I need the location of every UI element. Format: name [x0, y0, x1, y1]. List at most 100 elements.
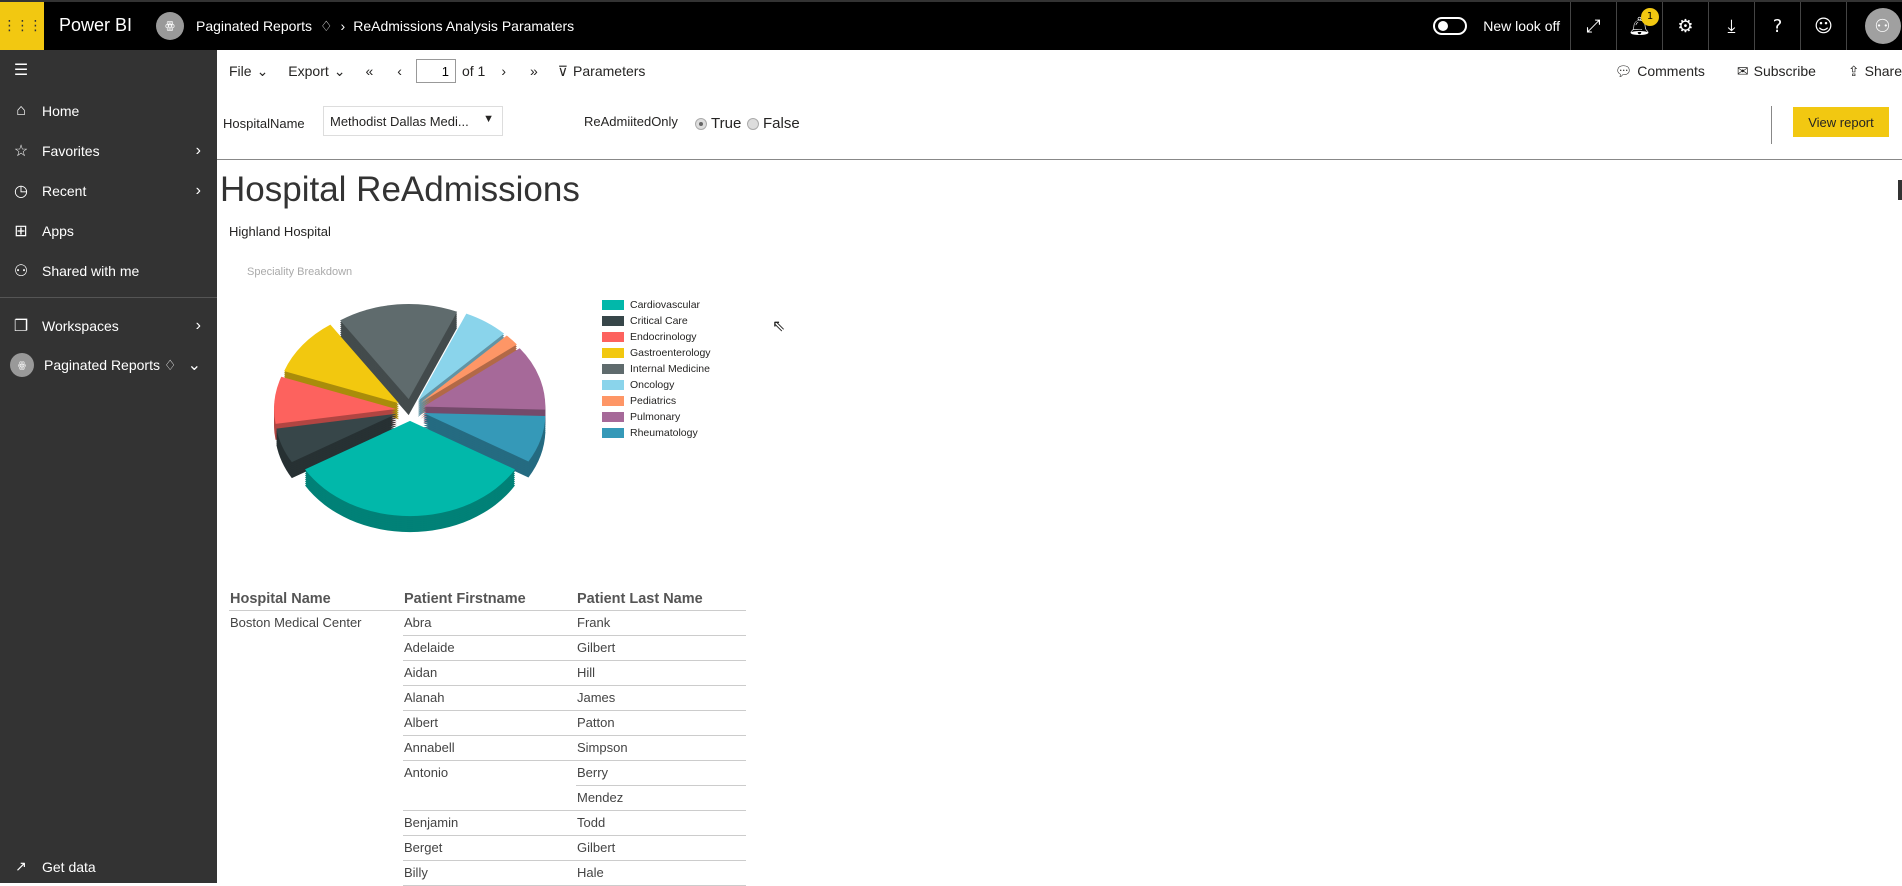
legend-swatch — [602, 348, 624, 358]
hospital-cell — [229, 835, 403, 860]
legend-swatch — [602, 412, 624, 422]
sidebar-item-recent[interactable]: ◷ Recent › — [0, 171, 217, 211]
pie-slice-pediatrics[interactable] — [420, 335, 517, 403]
comment-icon: 💬︎ — [1614, 62, 1633, 79]
breadcrumb-report: ReAdmissions Analysis Paramaters — [353, 18, 575, 34]
sidebar-item-paginated-reports[interactable]: ꙮ Paginated Reports ♢ ⌄ — [0, 345, 217, 385]
pie-slice-rheumatology[interactable] — [423, 413, 546, 462]
page-number-input[interactable] — [415, 59, 456, 83]
report-subtitle: Highland Hospital — [229, 224, 331, 239]
clock-icon: ◷ — [14, 183, 28, 200]
help-icon[interactable]: ? — [1754, 2, 1800, 50]
legend-item: Oncology — [602, 377, 711, 393]
pie-slice-cardiovascular[interactable] — [304, 420, 516, 517]
firstname-cell: Adelaide — [403, 635, 576, 661]
lastname-cell: Gilbert — [576, 635, 746, 661]
download-icon[interactable]: ⤓ — [1708, 2, 1754, 50]
firstname-cell — [403, 785, 576, 811]
chevron-right-icon: › — [195, 317, 201, 334]
feedback-smiley-icon[interactable]: ☺ — [1800, 2, 1846, 50]
account-button[interactable]: ⚇ — [1846, 2, 1902, 50]
legend-label: Cardiovascular — [630, 299, 701, 311]
table-row: Mendez — [229, 785, 746, 811]
firstname-cell: Abra — [403, 610, 576, 636]
export-menu[interactable]: Export ⌄ — [288, 62, 346, 80]
hospital-cell — [229, 685, 403, 710]
hospital-cell: Boston Medical Center — [230, 615, 362, 631]
lastname-cell: Berry — [576, 760, 746, 786]
top-bar: ⋮⋮⋮ Power BI ꙮ Paginated Reports ♢ › ReA… — [0, 0, 1902, 50]
legend-item: Gastroenterology — [602, 345, 711, 361]
lastname-cell: Patton — [576, 710, 746, 736]
hospital-name-select[interactable]: Methodist Dallas Medi... ▼ — [323, 106, 503, 136]
notifications-bell-icon[interactable]: 🔔︎ 1 — [1616, 2, 1662, 50]
legend-item: Pediatrics — [602, 393, 711, 409]
legend-label: Rheumatology — [630, 427, 698, 439]
readmitted-only-label: ReAdmiitedOnly — [584, 114, 678, 129]
report-toolbar: File⌄ Export⌄ « ‹ of 1 › » ⊽Parameters 💬… — [217, 50, 1902, 92]
first-page-icon[interactable]: « — [365, 63, 374, 79]
apps-icon: ⊞ — [14, 223, 28, 240]
file-menu[interactable]: File ⌄ — [229, 62, 269, 80]
legend-swatch — [602, 380, 624, 390]
radio-button[interactable] — [747, 117, 759, 130]
firstname-cell: Annabell — [403, 735, 576, 761]
hospital-name-label: HospitalName — [223, 116, 305, 131]
new-look-toggle[interactable] — [1433, 17, 1468, 35]
lastname-cell: Hale — [576, 860, 746, 886]
lastname-cell: Hill — [576, 660, 746, 686]
sidebar-item-favorites[interactable]: ☆ Favorites › — [0, 131, 217, 171]
app-name[interactable]: Power BI — [59, 15, 133, 35]
legend-swatch — [602, 316, 624, 326]
pie-slice-internal-medicine[interactable] — [340, 303, 458, 400]
sidebar-item-shared[interactable]: ⚇ Shared with me — [0, 251, 217, 291]
table-row: Berget Gilbert — [229, 835, 746, 861]
firstname-cell: Berget — [403, 835, 576, 861]
firstname-cell: Aidan — [403, 660, 576, 686]
hospital-cell — [229, 660, 403, 685]
sidebar-item-apps[interactable]: ⊞ Apps — [0, 211, 217, 251]
pie-chart — [274, 303, 546, 533]
settings-gear-icon[interactable]: ⚙ — [1662, 2, 1708, 50]
legend-label: Pulmonary — [630, 411, 681, 423]
legend-swatch — [602, 396, 624, 406]
table-row: Billy Hale — [229, 860, 746, 886]
app-launcher-icon[interactable]: ⋮⋮⋮ — [0, 2, 44, 50]
get-data-button[interactable]: ↗ Get data — [0, 850, 217, 883]
legend-label: Internal Medicine — [630, 363, 710, 375]
sidebar-item-home[interactable]: ⌂ Home — [0, 91, 217, 131]
notification-badge: 1 — [1641, 8, 1659, 26]
pie-slice-endocrinology[interactable] — [274, 376, 397, 424]
next-page-icon[interactable]: › — [501, 63, 506, 79]
divider — [1771, 106, 1772, 144]
last-page-icon[interactable]: » — [530, 63, 538, 79]
pie-slice-oncology[interactable] — [417, 313, 505, 401]
radio-false[interactable]: False — [747, 115, 800, 132]
radio-true[interactable]: True — [695, 115, 741, 132]
dropdown-arrow-icon: ▼ — [483, 113, 494, 125]
breadcrumb-workspace[interactable]: Paginated Reports — [196, 18, 312, 34]
previous-page-icon[interactable]: ‹ — [397, 63, 402, 79]
comments-button[interactable]: 💬︎ Comments — [1614, 62, 1705, 80]
share-button[interactable]: ⇪ Share — [1847, 62, 1902, 80]
subscribe-button[interactable]: ✉ Subscribe — [1736, 62, 1816, 80]
scroll-marker — [1898, 180, 1902, 200]
home-icon: ⌂ — [16, 102, 26, 119]
sidebar-item-label: Shared with me — [42, 263, 140, 279]
column-header: Hospital Name — [229, 588, 403, 611]
parameters-button[interactable]: ⊽ Parameters — [557, 62, 646, 80]
sidebar-item-workspaces[interactable]: ❐ Workspaces › — [0, 306, 217, 346]
pie-slice-critical-care[interactable] — [276, 413, 397, 463]
hospital-cell — [229, 785, 403, 810]
sidebar-item-label: Workspaces — [42, 318, 119, 334]
lastname-cell: Gilbert — [576, 835, 746, 861]
pie-slice-gastroenterology[interactable] — [284, 324, 399, 404]
chevron-right-icon: › — [195, 182, 201, 199]
legend-label: Endocrinology — [630, 331, 697, 343]
pie-slice-pulmonary[interactable] — [423, 348, 546, 410]
view-report-button[interactable]: View report — [1793, 107, 1889, 137]
radio-button[interactable] — [695, 117, 707, 130]
expand-icon[interactable]: ⤢ — [1570, 2, 1616, 50]
hospital-cell — [229, 810, 403, 835]
hamburger-menu-icon[interactable]: ☰ — [13, 62, 29, 79]
